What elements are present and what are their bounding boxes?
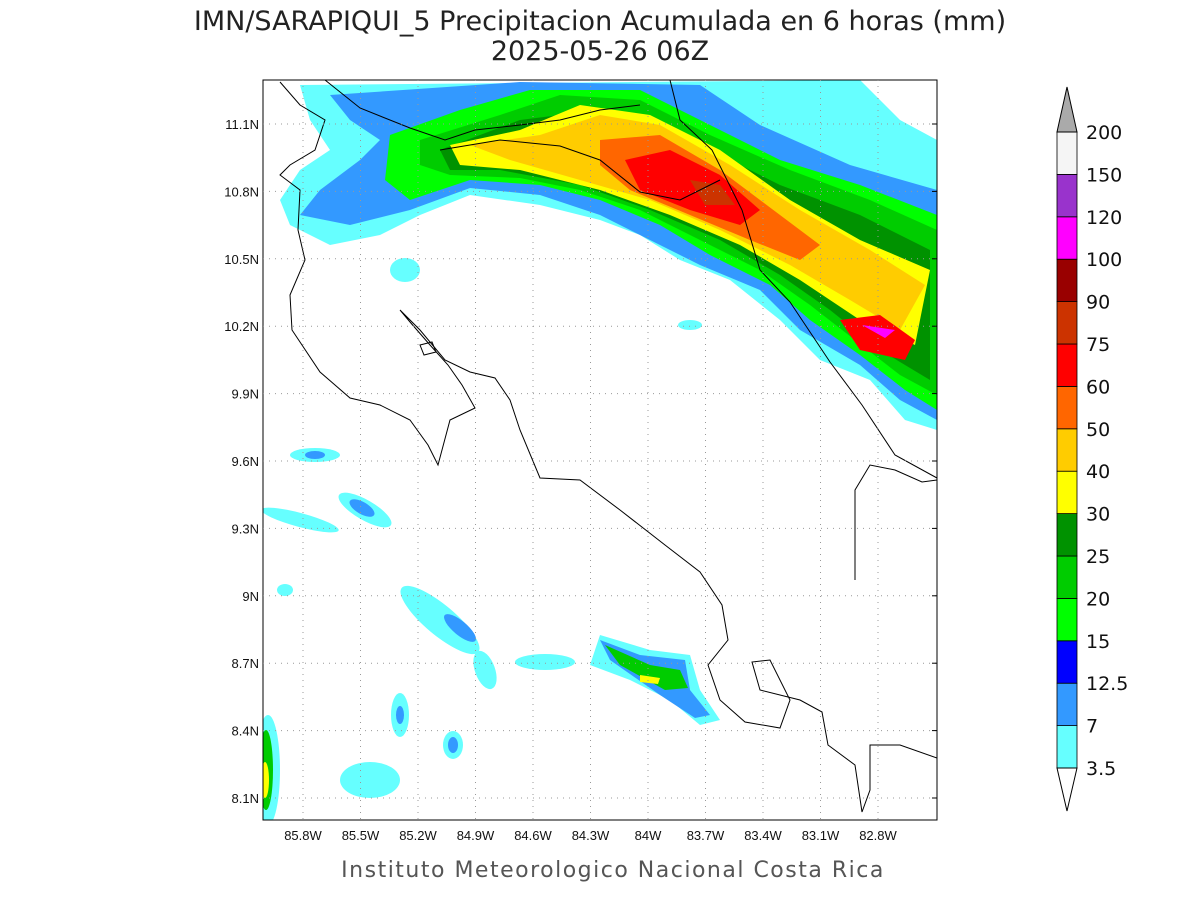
- lat-label: 8.7N: [232, 656, 259, 671]
- lon-label: 84.9W: [457, 828, 495, 843]
- colorbar-label: 15: [1086, 631, 1110, 653]
- colorbar-under: [1056, 767, 1078, 812]
- lat-label: 8.1N: [232, 791, 259, 806]
- colorbar-label: 20: [1086, 588, 1110, 610]
- colorbar-label: 200: [1086, 122, 1122, 144]
- lon-label: 85.8W: [284, 828, 322, 843]
- lon-label: 84.6W: [514, 828, 552, 843]
- title: IMN/SARAPIQUI_5 Precipitacion Acumulada …: [194, 6, 1006, 37]
- lat-label: 10.2N: [224, 319, 259, 334]
- colorbar-label: 30: [1086, 504, 1110, 526]
- footer: Instituto Meteorologico Nacional Costa R…: [341, 858, 885, 883]
- lon-label: 84W: [635, 828, 662, 843]
- colorbar-label: 7: [1086, 716, 1098, 738]
- lat-label: 10.5N: [224, 252, 259, 267]
- lon-label: 85.2W: [399, 828, 437, 843]
- colorbar-label: 3.5: [1086, 758, 1116, 780]
- colorbar-swatch: [1056, 173, 1078, 218]
- lon-label: 83.7W: [687, 828, 725, 843]
- lon-label: 83.4W: [744, 828, 782, 843]
- colorbar-label: 12.5: [1086, 673, 1128, 695]
- lat-label: 9.6N: [232, 454, 259, 469]
- lat-label: 8.4N: [232, 724, 259, 739]
- subtitle: 2025-05-26 06Z: [491, 36, 709, 67]
- colorbar-label: 90: [1086, 292, 1110, 314]
- colorbar-swatch: [1056, 216, 1078, 260]
- colorbar-swatch: [1056, 598, 1078, 642]
- colorbar-swatch: [1056, 513, 1078, 557]
- lon-label: 83.1W: [802, 828, 840, 843]
- lon-label: 84.3W: [572, 828, 610, 843]
- colorbar-label: 50: [1086, 419, 1110, 441]
- colorbar-swatch: [1056, 258, 1078, 303]
- precipitation-field: [263, 80, 937, 820]
- colorbar-swatch: [1056, 385, 1078, 430]
- colorbar-over: [1056, 86, 1078, 133]
- lat-label: 9N: [242, 589, 259, 604]
- colorbar-swatch: [1056, 131, 1078, 175]
- colorbar-label: 25: [1086, 546, 1110, 568]
- lat-label: 10.8N: [224, 184, 259, 199]
- colorbar-swatch: [1056, 343, 1078, 387]
- lat-label: 9.3N: [232, 521, 259, 536]
- colorbar-swatch: [1056, 682, 1078, 727]
- colorbar-label: 120: [1086, 207, 1122, 229]
- plot-frame: [262, 79, 938, 821]
- colorbar-label: 100: [1086, 249, 1122, 271]
- lon-label: 82.8W: [859, 828, 897, 843]
- colorbar-label: 40: [1086, 461, 1110, 483]
- colorbar-swatch: [1056, 725, 1078, 769]
- colorbar-swatch: [1056, 301, 1078, 345]
- lon-label: 85.5W: [342, 828, 380, 843]
- coastlines: [279, 80, 937, 813]
- colorbar-label: 60: [1086, 376, 1110, 398]
- colorbar-swatch: [1056, 470, 1078, 515]
- lat-label: 11.1N: [225, 117, 259, 132]
- colorbar-label: 150: [1086, 164, 1122, 186]
- lat-label: 9.9N: [232, 387, 259, 402]
- colorbar-label: 75: [1086, 334, 1110, 356]
- colorbar-swatch: [1056, 555, 1078, 599]
- colorbar-swatch: [1056, 428, 1078, 472]
- colorbar-swatch: [1056, 640, 1078, 684]
